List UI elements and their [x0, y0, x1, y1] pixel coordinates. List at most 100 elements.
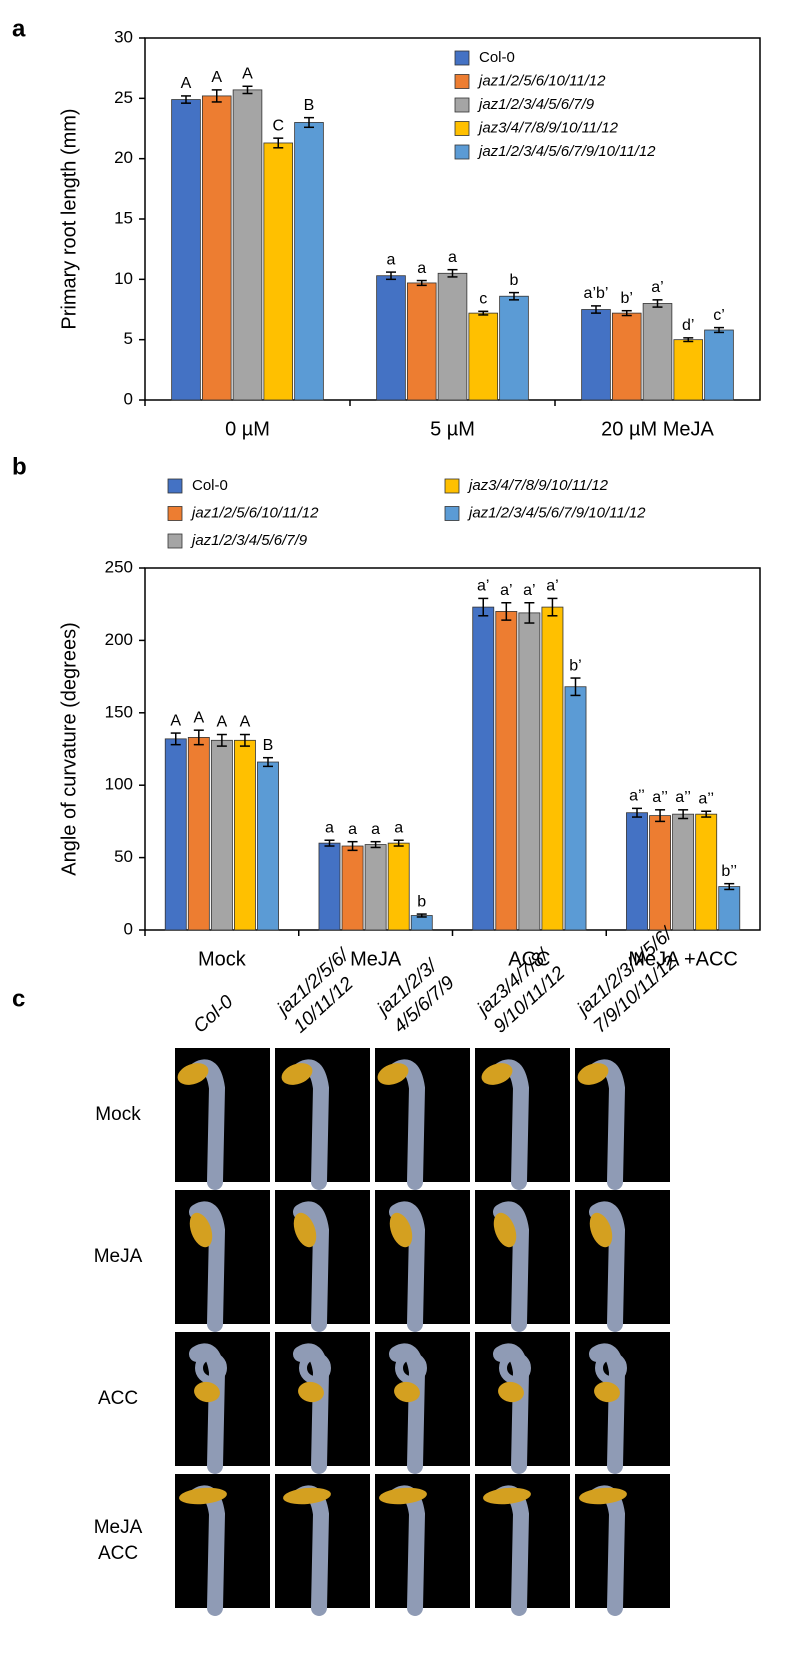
bar	[611, 312, 642, 401]
cotyledon	[283, 1487, 331, 1505]
hypocotyl	[493, 1201, 530, 1332]
bar	[164, 738, 187, 931]
legend-swatch	[454, 121, 470, 136]
x-tick-label: Mock	[198, 948, 247, 970]
y-tick-label: 250	[105, 557, 133, 576]
significance-letter: b	[417, 893, 426, 910]
y-tick-label: 0	[124, 389, 133, 408]
seedling-photo	[575, 1190, 670, 1332]
error-bar	[193, 729, 204, 746]
cotyledon	[189, 1212, 213, 1248]
bar	[472, 606, 495, 931]
bar	[718, 886, 741, 931]
error-bar	[273, 137, 284, 149]
bar	[437, 272, 468, 401]
significance-letter: a	[448, 249, 457, 266]
bar	[581, 309, 611, 401]
error-bar	[478, 597, 489, 617]
significance-letter: a’	[546, 578, 558, 595]
x-tick-label: 20 µM MeJA	[601, 418, 714, 440]
bar	[294, 122, 324, 401]
y-axis-title: Primary root length (mm)	[58, 108, 80, 329]
cotyledon	[577, 1063, 609, 1085]
significance-letter: a’’	[652, 789, 668, 806]
error-bar	[170, 732, 181, 746]
significance-letter: b’	[569, 657, 581, 674]
significance-letter: b’’	[721, 863, 737, 880]
y-tick-label: 100	[105, 775, 133, 794]
bar	[695, 813, 718, 931]
cotyledon	[293, 1212, 317, 1248]
bar	[387, 842, 410, 931]
significance-letter: C	[272, 117, 284, 134]
hook	[195, 1352, 227, 1384]
significance-letter: d’	[682, 317, 694, 334]
seedling-photo	[475, 1332, 570, 1474]
error-bar	[242, 85, 253, 95]
cotyledon	[177, 1063, 209, 1085]
x-tick-label: 5 µM	[430, 418, 475, 440]
error-bar	[683, 337, 694, 343]
significance-letter: a	[394, 819, 403, 836]
bar	[704, 329, 734, 401]
y-tick-label: 0	[124, 919, 133, 938]
panel-label: b	[12, 453, 27, 480]
significance-letter: a’	[523, 582, 535, 599]
significance-letter: A	[211, 69, 222, 86]
seedling-photo	[175, 1474, 270, 1616]
error-bar	[655, 809, 666, 823]
bar	[541, 606, 564, 931]
bar	[171, 99, 201, 401]
seedling-photo	[475, 1048, 570, 1190]
error-bar	[393, 839, 404, 847]
bar	[341, 845, 364, 931]
row-label: Mock	[95, 1104, 141, 1125]
seedling-photo	[475, 1474, 570, 1616]
bar	[376, 275, 406, 401]
y-axis-title: Angle of curvature (degrees)	[58, 622, 80, 875]
error-bar	[724, 882, 735, 891]
error-bar	[632, 807, 642, 818]
bar	[672, 813, 695, 931]
bar	[364, 844, 387, 931]
bar	[210, 739, 233, 931]
bar	[234, 739, 256, 931]
cotyledon	[498, 1381, 524, 1403]
y-tick-label: 200	[105, 630, 133, 649]
significance-letter: a’’	[675, 789, 691, 806]
seedling-photo	[275, 1048, 370, 1190]
x-tick-label: MeJA +ACC	[628, 948, 737, 970]
seedling-photo	[375, 1474, 470, 1616]
legend-swatch	[454, 74, 470, 89]
cotyledon	[377, 1063, 409, 1085]
error-bar	[714, 326, 724, 334]
bar	[499, 295, 529, 401]
cotyledon	[594, 1381, 620, 1403]
bar	[649, 815, 671, 931]
error-bar	[181, 95, 191, 104]
significance-letter: a	[387, 251, 396, 268]
hypocotyl	[389, 1201, 426, 1332]
seedling-photo	[375, 1190, 470, 1332]
seedling-photo	[175, 1048, 270, 1190]
legend-swatch	[454, 144, 470, 160]
legend-swatch	[454, 50, 470, 66]
bar	[201, 95, 232, 401]
bar	[257, 761, 279, 931]
significance-letter: c’	[713, 307, 725, 324]
error-bar	[478, 310, 489, 316]
error-bar	[216, 733, 227, 747]
cotyledon	[394, 1381, 420, 1403]
row-label: ACC	[98, 1543, 138, 1564]
error-bar	[501, 602, 512, 621]
significance-letter: A	[170, 712, 181, 729]
legend-label: Col-0	[479, 49, 515, 66]
hypocotyl	[293, 1201, 330, 1332]
seedling-photo	[575, 1474, 670, 1616]
seedling-photo	[375, 1332, 470, 1474]
legend-swatch	[444, 506, 460, 521]
x-tick-label: ACC	[508, 948, 550, 970]
y-tick-label: 150	[105, 702, 133, 721]
error-bar	[386, 271, 396, 281]
